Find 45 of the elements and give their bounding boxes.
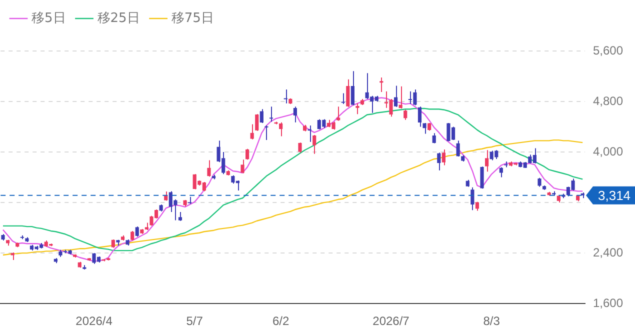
x-tick-label: 2026/4 (76, 314, 113, 328)
candlestick (380, 77, 384, 93)
y-tick-label: 5,600 (593, 43, 624, 58)
candlestick (250, 124, 254, 140)
candlestick (499, 166, 503, 178)
candlestick (394, 85, 398, 108)
candlestick (135, 226, 139, 238)
candlestick (456, 140, 460, 157)
legend-label: 移25日 (97, 10, 140, 26)
candlestick (130, 230, 134, 241)
y-tick-label: 4,800 (593, 94, 624, 108)
candlestick (350, 70, 354, 106)
candlestick (480, 166, 484, 190)
candlestick (341, 92, 345, 105)
candlestick (207, 160, 211, 178)
candlestick (312, 134, 316, 154)
y-tick-label: 4,000 (593, 144, 624, 158)
legend-label: 移5日 (32, 10, 66, 26)
candlestick (284, 89, 288, 104)
candlestick (246, 148, 250, 160)
candlestick (356, 102, 360, 115)
ref-line-label: 3,314 (598, 188, 631, 203)
candlestick (404, 109, 408, 120)
x-tick-label: 5/7 (186, 314, 204, 328)
x-tick-label: 8/3 (483, 314, 500, 328)
candlestick (346, 78, 350, 108)
candlestick (260, 108, 264, 124)
legend-label: 移75日 (171, 10, 214, 26)
candlestick (264, 125, 268, 141)
candlestick (398, 86, 402, 109)
candlestick (255, 114, 259, 132)
candlestick (269, 106, 274, 122)
y-tick-label: 2,400 (593, 245, 624, 260)
candlestick (470, 186, 474, 211)
candlestick (485, 150, 489, 172)
candlestick (437, 152, 441, 171)
x-tick-label: 2026/7 (372, 314, 410, 328)
candlestick (336, 106, 340, 122)
candlestick (442, 149, 446, 166)
candlestick (279, 122, 283, 137)
candlestick (240, 159, 244, 174)
candlestick (298, 142, 302, 154)
candlestick (293, 106, 297, 123)
y-tick-label: 1,600 (593, 296, 624, 310)
x-tick-label: 6/2 (272, 314, 290, 328)
